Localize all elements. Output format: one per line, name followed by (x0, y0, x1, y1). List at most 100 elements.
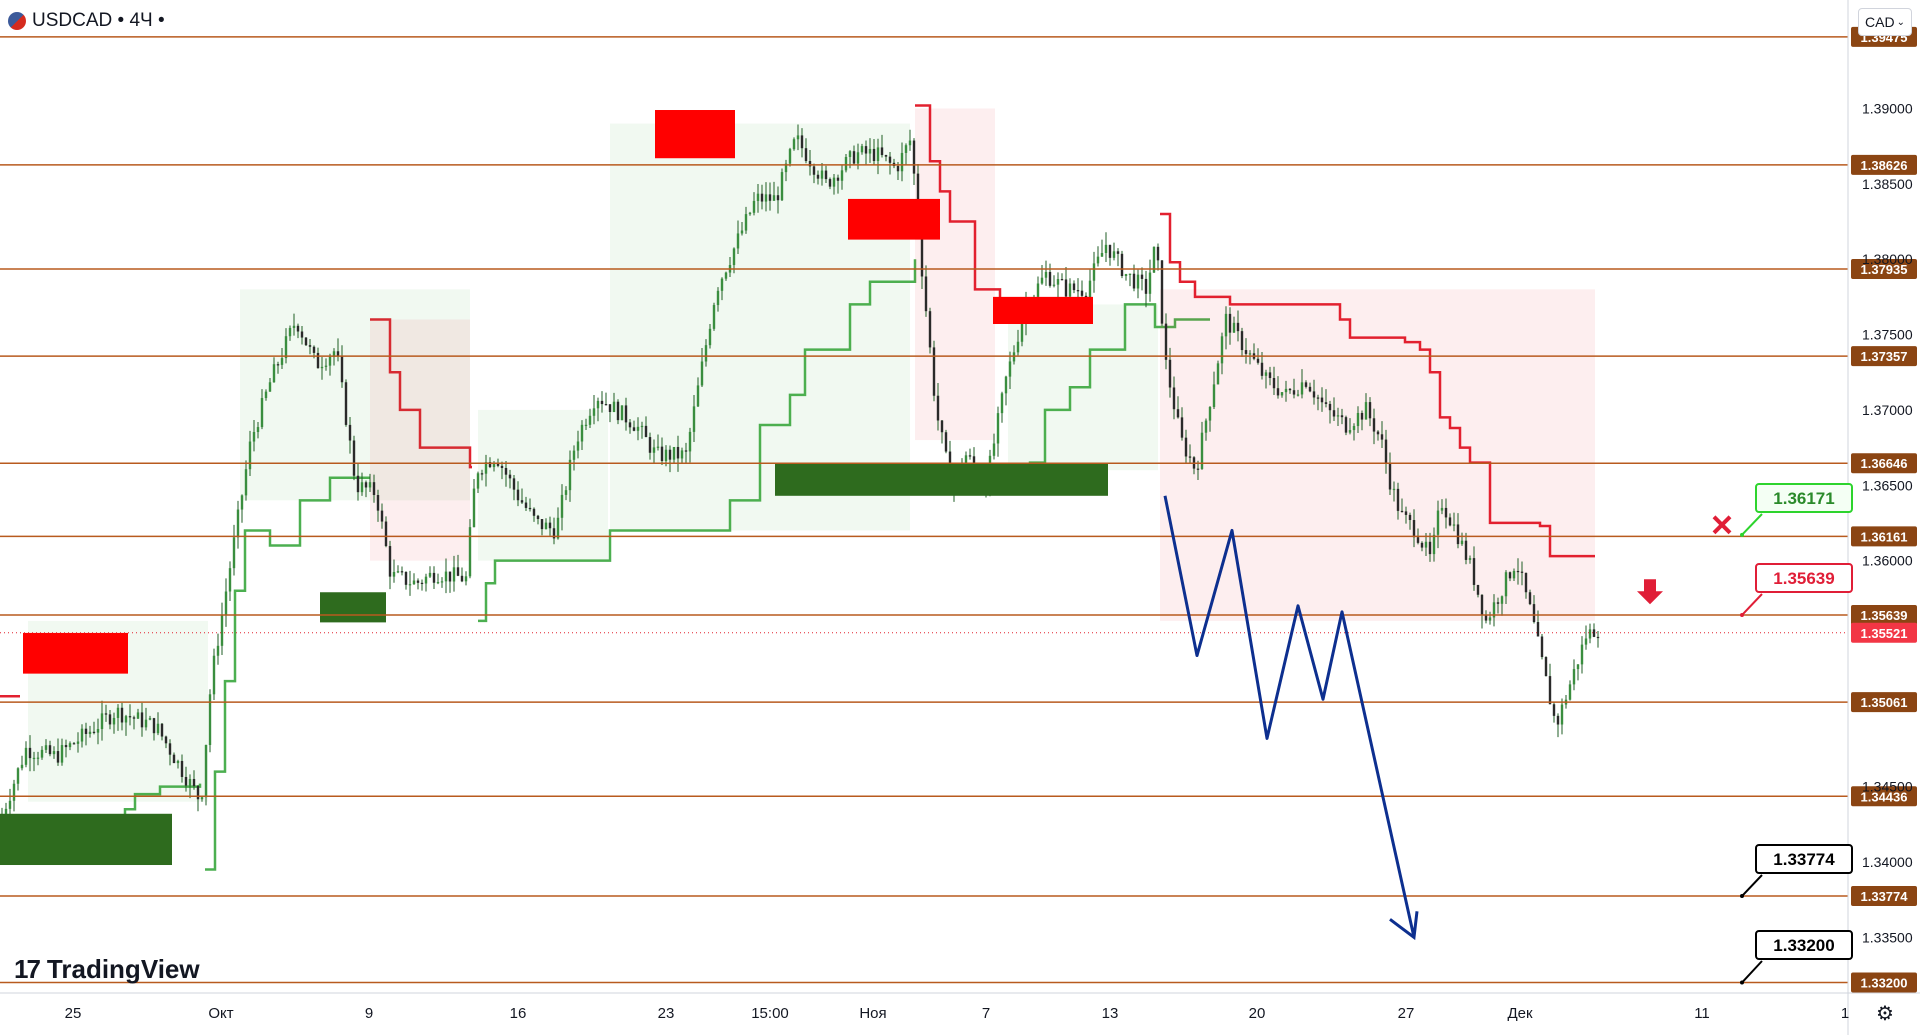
candle-body (1584, 638, 1588, 645)
sell-arrow-icon (1637, 579, 1663, 605)
candle (272, 357, 276, 383)
level-price-tag (1851, 786, 1917, 807)
level-price-label: 1.36161 (1861, 529, 1908, 544)
candle (860, 143, 864, 155)
currency-button[interactable]: CAD ⌄ (1858, 8, 1912, 36)
candle (1364, 393, 1368, 420)
candle-body (1216, 363, 1220, 385)
candle (240, 494, 244, 523)
candle (936, 382, 940, 431)
candle-body (36, 757, 40, 759)
candle-body (632, 427, 636, 431)
candle-body (760, 193, 764, 202)
candle-body (1048, 271, 1052, 286)
candle (1520, 561, 1524, 586)
candle (68, 741, 72, 751)
candle-body (1212, 384, 1216, 407)
candle-body (1052, 284, 1056, 286)
candle-body (732, 248, 736, 266)
candle (328, 353, 332, 376)
candle (1264, 369, 1268, 389)
candle-body (1520, 571, 1524, 573)
candle (784, 159, 788, 182)
candle (56, 738, 60, 766)
candle-body (1124, 274, 1128, 276)
candle-body (628, 422, 632, 428)
candle (1008, 351, 1012, 390)
candle (1240, 327, 1244, 357)
candle (1304, 380, 1308, 389)
candle-body (416, 580, 420, 583)
candle (1268, 366, 1272, 386)
candle (944, 429, 948, 454)
candle-body (1132, 273, 1136, 289)
candle (1448, 513, 1452, 527)
candle-body (920, 226, 924, 277)
candle-body (1500, 596, 1504, 604)
candle-body (1004, 376, 1008, 394)
candle-body (432, 572, 436, 583)
candle-body (1140, 274, 1144, 279)
candle-body (1096, 256, 1100, 264)
candle-body (1244, 350, 1248, 354)
candle (592, 395, 596, 425)
candle-body (340, 356, 344, 383)
candle (340, 345, 344, 388)
candle (172, 752, 176, 764)
dot-menu-icon[interactable]: • (157, 10, 165, 31)
candle-body (668, 449, 672, 460)
candle (524, 496, 528, 511)
candle-body (696, 385, 700, 407)
candle-body (724, 272, 728, 279)
candle-body (80, 728, 84, 742)
price-tick-label: 1.34500 (1862, 779, 1913, 795)
candle (408, 570, 412, 596)
candle-body (1508, 572, 1512, 579)
candle (1340, 408, 1344, 425)
time-tick-label: 7 (982, 1005, 990, 1022)
candle-body (1320, 397, 1324, 403)
tradingview-logo[interactable]: 17 TradingView (14, 954, 200, 985)
candle (868, 138, 872, 163)
candle-body (924, 276, 928, 312)
level-price-label: 1.38626 (1861, 158, 1908, 173)
candle-body (1120, 253, 1124, 276)
level-price-tag (1851, 346, 1917, 367)
candle (720, 277, 724, 301)
symbol-title[interactable]: USDCAD • 4Ч • (8, 8, 169, 34)
candle (832, 173, 836, 195)
candle (100, 700, 104, 741)
candle-body (472, 488, 476, 528)
candle (16, 767, 20, 791)
candle (588, 408, 592, 429)
candle-body (228, 568, 232, 592)
candle-body (272, 364, 276, 383)
candle-body (1056, 279, 1060, 285)
candle-body (1268, 372, 1272, 379)
candle-body (296, 325, 300, 332)
candle (420, 579, 424, 591)
candle-body (752, 200, 756, 213)
candle (200, 796, 204, 802)
candle-body (440, 581, 444, 583)
candle (248, 430, 252, 476)
candle-body (1548, 676, 1552, 705)
level-price-label: 1.35061 (1861, 695, 1908, 710)
candle (160, 723, 164, 741)
candle-body (1432, 534, 1436, 555)
candle (1412, 509, 1416, 548)
candle-body (356, 475, 360, 493)
candle (356, 463, 360, 501)
candle-body (212, 655, 216, 695)
candle (96, 718, 100, 745)
candle-body (1072, 283, 1076, 291)
candle-body (928, 311, 932, 348)
candle-body (1200, 432, 1204, 469)
candle (344, 379, 348, 427)
level-price-tag (1851, 258, 1917, 279)
gear-icon[interactable]: ⚙ (1876, 1003, 1894, 1025)
candle-body (88, 731, 92, 734)
candle-body (612, 401, 616, 413)
candle (1576, 664, 1580, 681)
